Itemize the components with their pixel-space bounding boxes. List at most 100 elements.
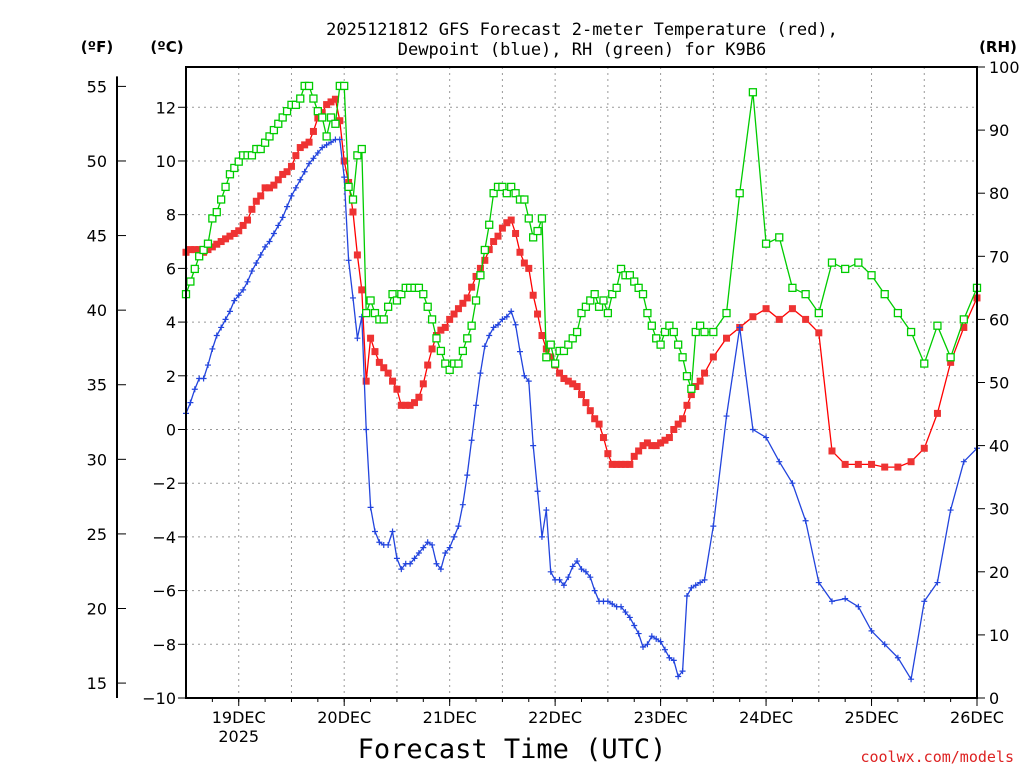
- rh-point: [603, 308, 613, 318]
- temperature-point: [578, 391, 585, 399]
- celsius-tick-label: 8: [166, 206, 176, 225]
- temperature-point: [208, 243, 216, 251]
- rh-point: [920, 359, 929, 368]
- dewpoint-point: [947, 507, 954, 514]
- dewpoint-point: [534, 488, 541, 495]
- dewpoint-point: [420, 544, 427, 551]
- temperature-point: [630, 452, 638, 460]
- rh-point: [471, 296, 481, 305]
- rh-point: [489, 189, 498, 198]
- temperature-point: [226, 232, 234, 240]
- temperature-point: [257, 192, 265, 200]
- dewpoint-point: [661, 646, 668, 653]
- dewpoint-point: [341, 174, 348, 181]
- temperature-point: [674, 420, 682, 428]
- dewpoint-point: [424, 539, 431, 546]
- rh-point: [572, 327, 582, 337]
- rh-point: [463, 334, 472, 343]
- dewpoint-point: [587, 574, 594, 581]
- fahrenheit-tick-label: 25: [87, 525, 107, 544]
- temperature-point: [556, 369, 564, 377]
- temperature-point: [692, 383, 700, 391]
- rh-point: [441, 359, 450, 368]
- temperature-point: [283, 168, 291, 176]
- rh-point: [419, 290, 428, 299]
- rh-point: [660, 327, 670, 337]
- rh-point: [550, 359, 560, 368]
- temperature-point: [349, 208, 357, 216]
- dewpoint-point: [512, 321, 519, 328]
- dewpoint-point: [543, 507, 550, 514]
- dewpoint-point: [815, 579, 822, 586]
- rh-point: [318, 113, 327, 122]
- temperature-point: [454, 305, 462, 313]
- temperature-point: [652, 442, 660, 450]
- rh-tick-label: 90: [989, 121, 1009, 140]
- temperature-point: [248, 205, 256, 213]
- x-tick-sublabel: 2025: [218, 727, 259, 746]
- dewpoint-point: [389, 528, 396, 535]
- rh-point: [643, 308, 652, 318]
- rh-point: [801, 290, 810, 299]
- dewpoint-point: [433, 560, 440, 567]
- rh-point: [282, 107, 292, 116]
- temperature-point: [490, 238, 498, 246]
- temperature-point: [621, 460, 629, 468]
- temperature-point: [358, 286, 366, 294]
- temperature-point: [494, 232, 502, 240]
- temperature-point: [415, 393, 423, 401]
- temperature-point: [591, 415, 599, 423]
- rh-point: [278, 113, 287, 122]
- temperature-point: [353, 251, 361, 259]
- dewpoint-point: [670, 657, 677, 664]
- temperature-point: [411, 399, 419, 407]
- rh-point: [467, 321, 476, 330]
- dewpoint-point: [525, 378, 532, 385]
- rh-point: [568, 334, 577, 343]
- temperature-point: [595, 420, 603, 428]
- dewpoint-point: [446, 544, 453, 551]
- dewpoint-point: [275, 222, 282, 229]
- dewpoint-point: [200, 375, 207, 382]
- rh-point: [260, 138, 270, 147]
- dewpoint-point: [314, 149, 321, 156]
- temperature-point: [701, 369, 709, 377]
- rh-point: [388, 290, 397, 299]
- temperature-point: [534, 310, 542, 318]
- dewpoint-point: [481, 343, 488, 350]
- rh-point: [577, 308, 586, 318]
- rh-point: [427, 315, 437, 324]
- x-tick-label: 20DEC: [317, 708, 371, 727]
- dewpoint-point: [279, 214, 286, 221]
- dewpoint-point: [297, 176, 304, 183]
- rh-point: [230, 163, 239, 173]
- temperature-point: [389, 377, 397, 385]
- rh-point: [529, 233, 538, 242]
- temperature-point: [244, 216, 252, 224]
- temperature-point: [186, 246, 194, 254]
- dewpoint-point: [635, 630, 642, 637]
- dewpoint-point: [881, 641, 888, 648]
- dewpoint-point: [429, 541, 436, 548]
- temperature-point: [696, 377, 704, 385]
- dewpoint-point: [609, 601, 616, 608]
- rh-point: [735, 189, 744, 198]
- rh-point: [322, 132, 331, 141]
- dewpoint-point: [240, 286, 247, 293]
- dewpoint-point: [644, 641, 651, 648]
- temperature-point: [635, 447, 643, 455]
- temperature-point: [380, 364, 388, 372]
- rh-point: [652, 334, 661, 343]
- rh-point: [423, 302, 432, 311]
- temperature-point: [775, 315, 783, 323]
- dewpoint-point: [574, 558, 581, 565]
- dewpoint-point: [508, 308, 515, 315]
- rh-point: [366, 296, 375, 305]
- dewpoint-point: [692, 582, 699, 589]
- temperature-point: [525, 264, 533, 272]
- dewpoint-point: [464, 472, 471, 479]
- temperature-point: [384, 369, 392, 377]
- rh-point: [212, 207, 221, 217]
- dewpoint-point: [530, 442, 537, 449]
- temperature-point: [749, 313, 757, 321]
